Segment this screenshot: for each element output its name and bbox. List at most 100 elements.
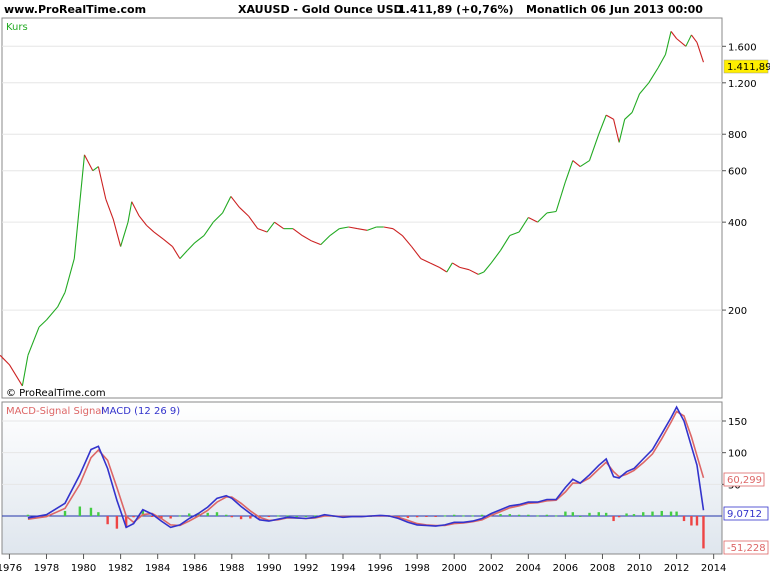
price-tick-label: 800: [728, 130, 747, 141]
histogram-bar: [197, 513, 200, 516]
histogram-bar: [617, 516, 621, 518]
histogram-bar: [141, 510, 145, 516]
price-segment: [411, 246, 422, 259]
price-segment: [605, 114, 614, 120]
price-segment: [301, 235, 312, 242]
price-segment: [657, 54, 666, 69]
macd-panel[interactable]: [1, 401, 723, 555]
histogram-bar: [597, 512, 600, 516]
histogram-bar: [499, 514, 502, 516]
price-segment: [546, 210, 557, 214]
histogram-value-label: -51,228: [727, 543, 766, 554]
histogram-bar: [702, 516, 705, 549]
price-segment: [27, 326, 40, 356]
price-segment: [186, 242, 196, 251]
x-tick-label: 2014: [701, 563, 726, 574]
current-price-badge: [723, 59, 769, 74]
x-tick-label: 2006: [553, 563, 578, 574]
histogram-bar: [26, 514, 30, 516]
x-tick-label: 2004: [516, 563, 541, 574]
histogram-bar: [295, 516, 298, 517]
header-bar: [0, 0, 770, 18]
price-series: [0, 31, 704, 387]
macd-value-label: 9,0712: [727, 509, 762, 520]
price-segment: [366, 226, 377, 231]
x-tick-label: 1982: [108, 563, 133, 574]
price-panel-label: Kurs: [6, 22, 28, 33]
histogram-bar: [160, 516, 163, 519]
price-panel[interactable]: [1, 17, 723, 399]
price-segment: [131, 201, 140, 217]
price-segment: [383, 226, 394, 230]
histogram-bar: [527, 514, 530, 516]
histogram-bar: [536, 515, 539, 517]
histogram-bar: [132, 516, 135, 518]
x-axis: 1976 1978 1980 1982 1984 1986 1988 1990 1992 1994…: [0, 554, 726, 574]
price-segment: [690, 34, 698, 43]
price-segment: [500, 235, 511, 251]
price-segment: [83, 154, 94, 171]
price-segment: [685, 34, 692, 47]
price-tick-label: 400: [728, 218, 747, 229]
histogram-bar: [545, 514, 549, 516]
price-segment: [92, 166, 99, 172]
histogram-bar: [304, 516, 308, 517]
signal-value-badge: [723, 472, 765, 487]
price-tick-label: 1.600: [728, 42, 757, 53]
price-segment: [639, 82, 650, 95]
histogram-bar: [517, 514, 521, 516]
histogram-bar: [115, 516, 119, 529]
instrument-title: XAUUSD - Gold Ounce USD: [238, 3, 403, 16]
price-tick-label: 1.200: [728, 79, 757, 90]
price-segment: [555, 181, 566, 212]
price-segment: [112, 218, 122, 247]
histogram-bar: [89, 507, 93, 516]
price-segment: [483, 262, 492, 273]
price-segment: [490, 250, 501, 264]
price-segment: [459, 266, 470, 271]
price-segment: [153, 231, 164, 240]
site-name[interactable]: www.ProRealTime.com: [4, 3, 146, 16]
histogram-bar: [453, 514, 456, 516]
price-change: 1.411,89 (+0,76%): [398, 3, 514, 16]
x-tick-label: 2012: [664, 563, 689, 574]
histogram-bar: [462, 515, 465, 517]
price-segment: [429, 262, 440, 268]
histogram-bar: [215, 512, 219, 516]
price-segment: [162, 238, 173, 247]
price-segment: [0, 354, 10, 366]
price-segment: [618, 119, 626, 143]
price-segment: [311, 240, 321, 246]
price-segment: [676, 38, 687, 47]
x-tick-label: 1992: [293, 563, 318, 574]
histogram-bar: [642, 512, 645, 516]
x-tick-label: 2000: [441, 563, 466, 574]
histogram-bar: [239, 516, 243, 520]
current-price-label: 1.411,89: [727, 62, 770, 73]
histogram-bar: [660, 510, 663, 516]
price-segment: [613, 119, 620, 143]
price-segment: [339, 226, 349, 230]
price-segment: [528, 216, 538, 223]
histogram-bar: [406, 516, 410, 518]
price-segment: [420, 258, 431, 264]
macd-tick-label: 100: [728, 449, 747, 460]
macd-value-badge: [723, 506, 769, 521]
price-segment: [248, 215, 259, 229]
price-segment: [664, 31, 672, 55]
price-segment: [631, 93, 641, 113]
histogram-bar: [78, 506, 82, 516]
price-segment: [292, 228, 303, 236]
price-segment: [648, 67, 659, 84]
x-tick-label: 1998: [404, 563, 429, 574]
histogram-bar: [651, 511, 654, 516]
price-segment: [537, 212, 548, 223]
price-segment: [57, 292, 66, 308]
price-segment: [8, 364, 23, 387]
histogram-bar: [588, 512, 591, 516]
price-segment: [120, 221, 129, 247]
histogram-bar: [63, 510, 67, 516]
price-segment: [138, 215, 147, 226]
histogram-bar: [669, 511, 673, 516]
